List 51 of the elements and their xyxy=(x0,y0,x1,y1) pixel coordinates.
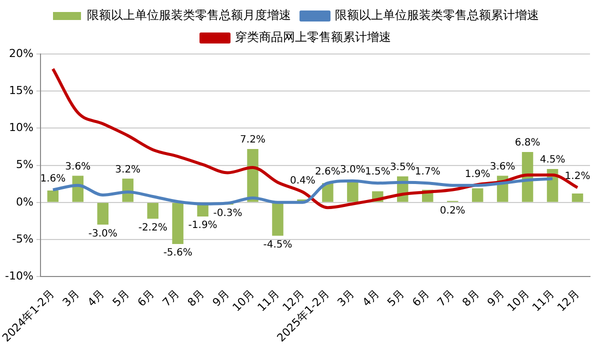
x-tick-label: 11月 xyxy=(530,287,557,314)
x-tick-label: 5月 xyxy=(110,287,132,310)
data-label: 7.2% xyxy=(240,134,266,146)
y-tick-label: 20% xyxy=(8,46,34,60)
data-label: 0.4% xyxy=(290,176,316,187)
legend-label: 限额以上单位服装类零售总额累计增速 xyxy=(335,8,539,22)
x-tick-label: 8月 xyxy=(185,287,207,310)
x-tick-label: 9月 xyxy=(210,287,232,310)
data-label: 4.5% xyxy=(540,154,566,166)
x-tick-label: 10月 xyxy=(230,287,257,314)
data-label: -0.3% xyxy=(213,208,242,220)
x-tick-label: 12月 xyxy=(554,287,582,314)
data-label: 1.6% xyxy=(40,173,66,184)
data-label: 6.8% xyxy=(514,138,540,149)
x-tick-label: 5月 xyxy=(384,287,407,310)
y-tick-label: 15% xyxy=(8,84,34,97)
x-tick-label: 7月 xyxy=(160,287,182,310)
x-tick-label: 3月 xyxy=(334,287,357,310)
x-tick-label: 10月 xyxy=(504,287,532,314)
x-tick-label: 6月 xyxy=(135,287,157,310)
x-tick-label: 8月 xyxy=(460,287,482,310)
data-label: 3.2% xyxy=(115,164,141,176)
data-label: 3.6% xyxy=(65,161,91,172)
data-label: 1.5% xyxy=(364,166,390,178)
data-label: -5.6% xyxy=(163,248,192,259)
y-tick-label: 5% xyxy=(16,158,34,172)
data-label: 0.2% xyxy=(440,206,466,216)
y-tick-label: 0% xyxy=(16,195,34,208)
data-label: 1.2% xyxy=(564,171,590,182)
y-tick-label: -5% xyxy=(12,232,34,246)
y-tick-label: 10% xyxy=(8,121,34,134)
legend-label: 穿类商品网上零售额累计增速 xyxy=(235,30,391,44)
data-label: 1.9% xyxy=(464,168,490,180)
x-tick-label: 4月 xyxy=(360,287,382,310)
data-label: -1.9% xyxy=(188,220,218,232)
x-tick-label: 9月 xyxy=(484,287,507,310)
data-label: 3.0% xyxy=(340,164,366,176)
data-label: 1.7% xyxy=(414,166,440,178)
x-tick-label: 6月 xyxy=(410,287,432,310)
x-tick-label: 11月 xyxy=(255,287,282,314)
legend-label: 限额以上单位服装类零售总额月度增速 xyxy=(87,8,291,22)
data-label: 3.5% xyxy=(390,162,416,174)
data-label: 2.6% xyxy=(314,166,340,178)
data-label: -2.2% xyxy=(138,222,168,234)
data-label: -3.0% xyxy=(88,228,118,240)
y-tick-label: -10% xyxy=(4,269,34,282)
x-tick-label: 4月 xyxy=(85,287,108,310)
x-tick-label: 7月 xyxy=(434,287,457,310)
x-tick-label: 3月 xyxy=(60,287,82,310)
data-label: 3.6% xyxy=(490,161,516,172)
data-label: -4.5% xyxy=(263,239,292,250)
